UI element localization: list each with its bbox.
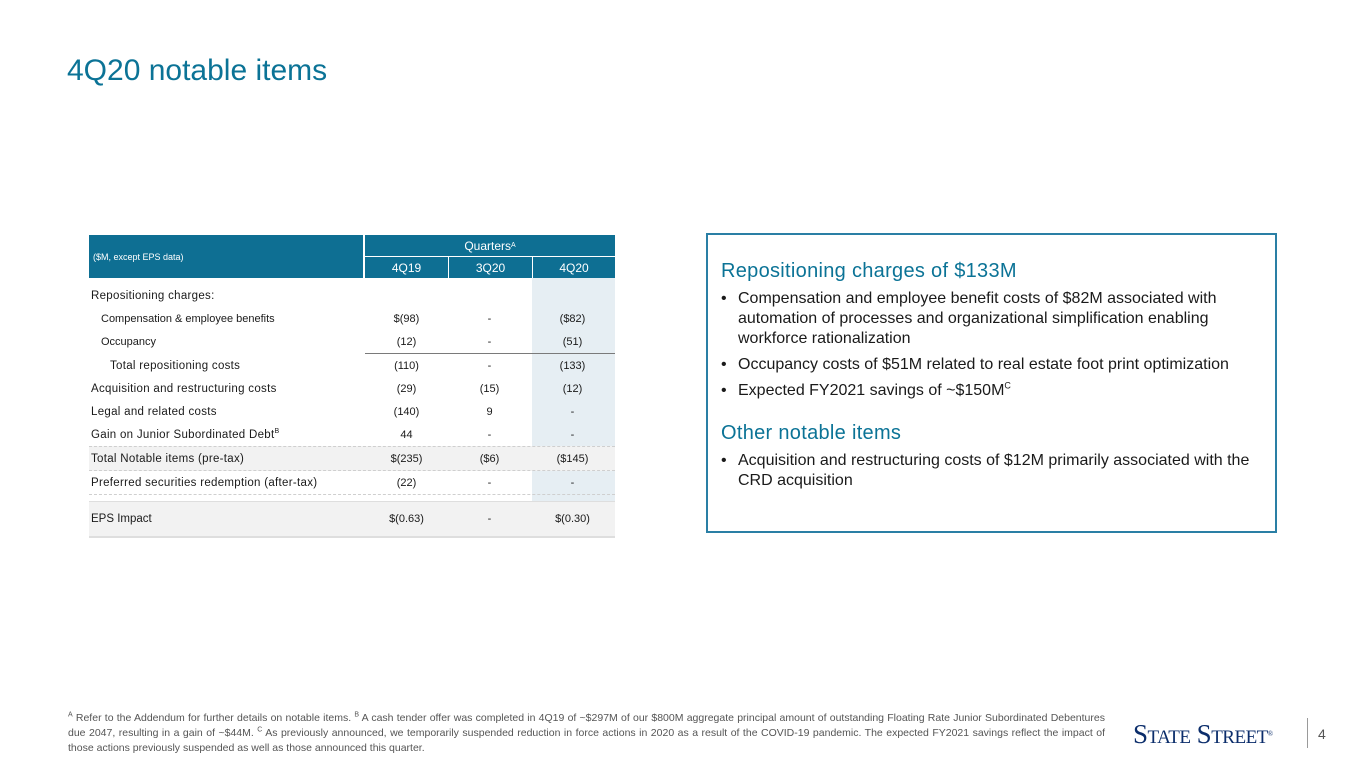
table-row-eps-impact: EPS Impact $(0.63) - $(0.30): [89, 501, 615, 538]
table-row: Occupancy (12) - (51): [89, 330, 615, 353]
cell-4q19: (22): [396, 476, 417, 489]
footnote-a-text: Refer to the Addendum for further detail…: [72, 712, 355, 724]
cell-4q19: (140): [393, 405, 420, 418]
other-items-bullets: • Acquisition and restructuring costs of …: [721, 451, 1261, 491]
cell-3q20: -: [487, 513, 492, 525]
footnote-mark-c: C: [257, 726, 263, 734]
table-row-total: Total Notable items (pre-tax) $(235) ($6…: [89, 446, 615, 471]
row-label: EPS Impact: [91, 513, 152, 525]
cell-4q20: -: [570, 428, 575, 441]
quarters-group-header: Quarters A: [365, 235, 615, 256]
cell-4q20: -: [570, 476, 575, 489]
logo-text: State Street: [1133, 719, 1268, 749]
cell-4q19: 44: [400, 428, 413, 441]
footer-divider: [1307, 718, 1308, 748]
cell-4q19: $(98): [393, 312, 420, 325]
row-label: Total Notable items (pre-tax): [91, 452, 245, 465]
row-label: Repositioning charges:: [91, 289, 215, 302]
cell-4q20: (133): [559, 359, 586, 372]
cell-3q20: -: [487, 428, 492, 441]
cell-3q20: (15): [479, 382, 500, 395]
table-row: Acquisition and restructuring costs (29)…: [89, 377, 615, 400]
cell-4q20: (51): [562, 335, 583, 348]
cell-4q19: $(235): [390, 452, 423, 465]
table-header: ($M, except EPS data) Quarters A 4Q19 3Q2…: [89, 235, 615, 278]
bullet-text: Compensation and employee benefit costs …: [738, 290, 1217, 347]
summary-callout: Repositioning charges of $133M • Compensa…: [706, 233, 1277, 533]
state-street-logo: State Street®: [1133, 718, 1273, 750]
cell-4q20: (12): [562, 382, 583, 395]
registered-mark: ®: [1267, 730, 1273, 738]
cell-4q20: ($82): [559, 312, 586, 325]
list-item: • Expected FY2021 savings of ~$150MC: [721, 381, 1261, 401]
column-header-4q19: 4Q19: [365, 257, 448, 278]
row-label: Compensation & employee benefits: [101, 312, 275, 325]
cell-3q20: -: [487, 335, 492, 348]
row-label: Total repositioning costs: [110, 359, 241, 372]
table-body: Repositioning charges: Compensation & em…: [89, 278, 615, 538]
row-label: Preferred securities redemption (after-t…: [91, 476, 318, 489]
table-row-subtotal: Total repositioning costs (110) - (133): [89, 354, 615, 377]
column-header-4q20: 4Q20: [533, 257, 615, 278]
table-row: Repositioning charges:: [89, 284, 615, 307]
table-row: Legal and related costs (140) 9 -: [89, 400, 615, 423]
subtotal-rule: [365, 353, 615, 354]
cell-3q20: ($6): [479, 452, 500, 465]
current-quarter-highlight: [532, 278, 615, 521]
repositioning-heading: Repositioning charges of $133M: [721, 260, 1017, 282]
cell-4q19: (110): [394, 359, 419, 372]
list-item: • Acquisition and restructuring costs of …: [721, 451, 1261, 491]
bullet-glyph: •: [721, 382, 727, 399]
cell-3q20: -: [487, 476, 492, 489]
footnote-mark-b: B: [354, 711, 360, 719]
cell-3q20: -: [487, 359, 492, 372]
cell-4q19: $(0.63): [389, 513, 424, 525]
page-number: 4: [1318, 726, 1326, 742]
row-label: Gain on Junior Subordinated DebtB: [89, 427, 365, 441]
bullet-text: Expected FY2021 savings of ~$150M: [738, 382, 1005, 399]
table-units-note: ($M, except EPS data): [89, 235, 363, 278]
bullet-text: Occupancy costs of $51M related to real …: [738, 356, 1229, 373]
cell-3q20: -: [487, 312, 492, 325]
list-item: • Occupancy costs of $51M related to real…: [721, 355, 1261, 375]
footnote-mark-c: C: [1004, 380, 1011, 391]
quarters-label: Quarters: [464, 238, 511, 253]
cell-4q20: $(0.30): [555, 513, 590, 525]
other-items-heading: Other notable items: [721, 422, 902, 444]
footnote-mark-b: B: [274, 427, 280, 435]
cell-4q19: (12): [396, 335, 417, 348]
notable-items-table: ($M, except EPS data) Quarters A 4Q19 3Q2…: [89, 235, 615, 538]
bullet-glyph: •: [721, 452, 727, 469]
footnote-mark-a: A: [68, 711, 73, 719]
list-item: • Compensation and employee benefit costs…: [721, 289, 1261, 349]
bullet-text: Acquisition and restructuring costs of $…: [738, 452, 1250, 489]
cell-4q20: ($145): [556, 452, 589, 465]
row-label: Occupancy: [101, 335, 157, 348]
repositioning-bullets: • Compensation and employee benefit costs…: [721, 289, 1261, 401]
column-header-3q20: 3Q20: [449, 257, 532, 278]
row-label: Acquisition and restructuring costs: [91, 382, 277, 395]
footnotes: A Refer to the Addendum for further deta…: [68, 711, 1105, 756]
cell-4q20: -: [570, 405, 575, 418]
table-row: Compensation & employee benefits $(98) -…: [89, 307, 615, 330]
footnote-b-text: A cash tender offer was completed in 4Q1…: [68, 712, 1105, 739]
footnote-c-text: As previously announced, we temporarily …: [68, 727, 1105, 754]
page-title: 4Q20 notable items: [67, 54, 328, 87]
cell-3q20: 9: [486, 405, 493, 418]
row-label: Legal and related costs: [91, 405, 217, 418]
table-row: Preferred securities redemption (after-t…: [89, 471, 615, 495]
cell-4q19: (29): [396, 382, 417, 395]
row-label-text: Gain on Junior Subordinated Debt: [91, 428, 275, 441]
table-row: Gain on Junior Subordinated DebtB 44 - -: [89, 423, 615, 446]
bullet-glyph: •: [721, 356, 727, 373]
bullet-glyph: •: [721, 290, 727, 307]
quarter-column-headers: 4Q19 3Q20 4Q20: [365, 257, 615, 278]
